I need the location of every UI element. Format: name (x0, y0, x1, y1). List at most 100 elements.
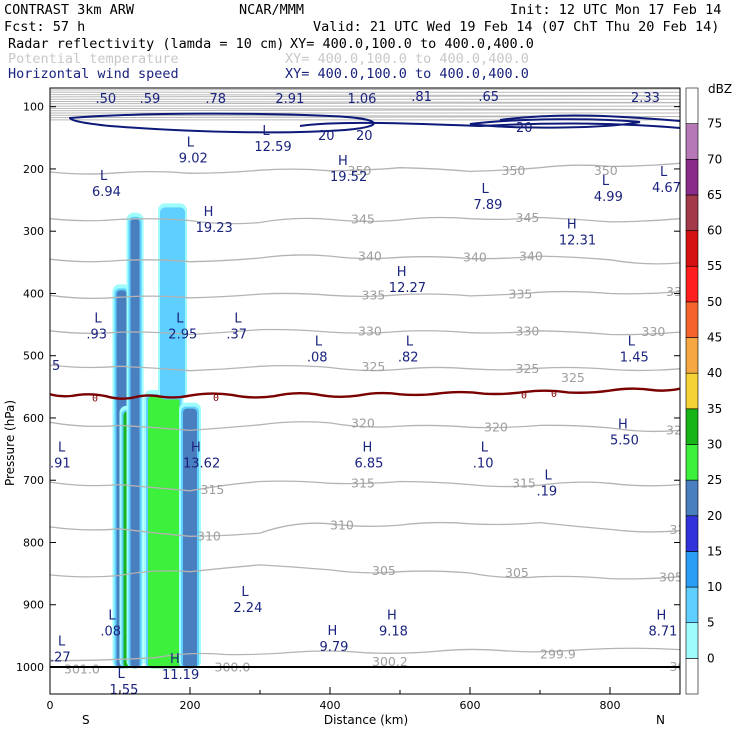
colorbar-level-label: 55 (707, 259, 722, 273)
wind-extremum-high: H8.71 (649, 608, 678, 639)
field-reflectivity: Radar reflectivity (lamda = 10 cm) (8, 36, 284, 52)
extremum-value: 2.33 (631, 91, 660, 106)
wind-extremum-high: H13.62 (183, 440, 220, 471)
wind-extremum-low: L.10 (473, 440, 494, 471)
freezing-level-line (50, 387, 680, 400)
wind-extremum-low: L.19 (537, 468, 558, 499)
extremum-marker: L (241, 585, 249, 600)
extremum-marker: L (187, 135, 195, 150)
y-tick-label: 1000 (16, 661, 44, 674)
extremum-marker: L (545, 468, 553, 483)
wind-extremum-high: H12.31 (559, 217, 596, 248)
extremum-marker: H (170, 652, 180, 667)
freezing-level: 0 0 0 0 (50, 387, 680, 404)
theta-label: 340 (358, 249, 382, 264)
xy-potential-temperature: XY= 400.0,100.0 to 400.0,400.0 (285, 51, 529, 67)
x-tick-label: 800 (600, 699, 621, 712)
freezing-level-label: 0 (213, 393, 219, 404)
theta-contour-340 (50, 254, 680, 265)
y-tick-label: 900 (23, 599, 44, 612)
extremum-marker: L (406, 334, 414, 349)
extremum-marker: L (234, 311, 242, 326)
colorbar-level-label: 10 (707, 580, 722, 594)
wind-extremum-low: L.81 (411, 88, 432, 105)
theta-label: 315 (351, 475, 375, 490)
extremum-value: 7.89 (474, 198, 503, 213)
wind-contours: 20 20 20 (68, 112, 680, 144)
xy-wind-speed: XY= 400.0,100.0 to 400.0,400.0 (285, 66, 529, 82)
colorbar-swatch (685, 658, 699, 695)
wind-extremum-high: H6.85 (355, 440, 384, 471)
extremum-value: .93 (86, 327, 107, 342)
theta-contour-320 (50, 421, 680, 433)
upper-theta-line (50, 102, 680, 105)
theta-label: 300.2 (372, 654, 408, 669)
wind-extremum-low: L.50 (96, 88, 117, 107)
reflectivity-cell (162, 209, 183, 400)
theta-contour-325 (50, 364, 680, 372)
y-tick-label: 200 (23, 163, 44, 176)
wind-extremum-low: L4.67 (652, 165, 680, 196)
colorbar-swatch (685, 586, 699, 624)
model-title: CONTRAST 3km ARW (4, 2, 135, 18)
wind-extremum-low: L.91 (50, 440, 71, 471)
theta-label: 335 (362, 287, 386, 302)
extremum-value: 11.19 (162, 668, 199, 683)
extremum-marker: L (315, 334, 323, 349)
theta-label: 340 (519, 249, 543, 264)
extremum-marker: L (94, 311, 102, 326)
colorbar-title: dBZ (708, 82, 732, 96)
wind-extremum-high: H9.18 (379, 608, 408, 639)
extremum-value: 2.95 (168, 327, 197, 342)
theta-label: 345 (516, 210, 540, 225)
colorbar-level-label: 5 (707, 616, 715, 630)
wind-extremum-low: L2.95 (168, 311, 197, 342)
theta-contour-300 (50, 647, 680, 662)
colorbar-swatch (685, 408, 699, 445)
theta-label: 305 (505, 565, 529, 580)
x-end-label-north: N (656, 713, 665, 727)
extremum-value: .59 (140, 92, 161, 107)
extremum-marker: H (204, 205, 214, 220)
colorbar-level-label: 45 (707, 331, 722, 345)
reflectivity-cell (130, 218, 140, 669)
colorbar-swatch (685, 87, 699, 124)
colorbar-level-label: 40 (707, 366, 722, 380)
extremum-value: 9.18 (379, 624, 408, 639)
extremum-value: 8.71 (649, 624, 678, 639)
colorbar-level-label: 35 (707, 402, 722, 416)
wind-extremum-low: L1.06 (348, 88, 377, 107)
x-tick-label: 600 (460, 699, 481, 712)
extremum-value: .19 (537, 484, 558, 499)
theta-label: 335 (509, 287, 533, 302)
theta-label: 320 (666, 422, 690, 437)
wind-extremum-low: L1.45 (620, 334, 649, 365)
colorbar-level-label: 75 (707, 117, 722, 131)
theta-label: 350 (348, 163, 372, 178)
wind-extremum-low: L.93 (86, 311, 107, 342)
extremum-marker: L (481, 440, 489, 455)
extremum-value: .91 (50, 456, 71, 471)
extremum-marker: L (58, 635, 66, 650)
wind-extremum-low: L.08 (307, 334, 328, 365)
extremum-value: 4.99 (594, 190, 623, 205)
extremum-marker: L (100, 169, 108, 184)
colorbar-level-label: 0 (707, 651, 715, 665)
extremum-value: .82 (398, 350, 419, 365)
extremum-value: .27 (50, 651, 71, 666)
freezing-level-label: 0 (92, 393, 98, 404)
extremum-marker: H (567, 217, 577, 232)
theta-label: 325 (516, 361, 540, 376)
wind-extremum-low: L.82 (398, 334, 419, 365)
colorbar-swatch (685, 158, 699, 196)
wind-extremum-low: L7.89 (474, 182, 503, 213)
colorbar-swatch (685, 479, 699, 517)
extremum-marker: H (363, 440, 373, 455)
theta-label: 299.9 (540, 647, 576, 662)
theta-contour-305 (50, 564, 680, 580)
y-axis-label: Pressure (hPa) (3, 400, 17, 486)
extremum-value: 12.59 (254, 140, 291, 155)
extremum-marker: H (618, 417, 628, 432)
extremum-marker: L (660, 165, 668, 180)
